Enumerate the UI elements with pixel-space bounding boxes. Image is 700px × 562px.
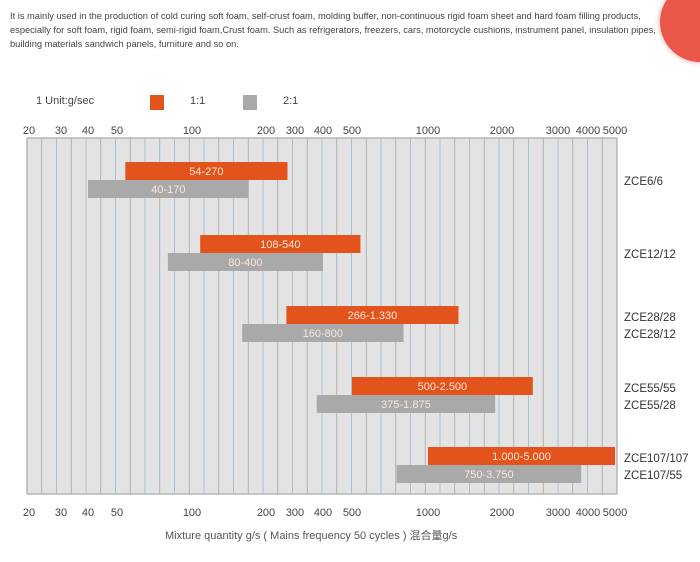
x-tick-label-bottom: 300	[286, 507, 304, 519]
range-bar-2-1	[167, 253, 323, 271]
model-label: ZCE55/28	[624, 400, 676, 412]
x-tick-label-bottom: 40	[82, 507, 94, 519]
x-tick-label-top: 3000	[546, 125, 570, 137]
model-label: ZCE12/12	[624, 249, 676, 261]
bar-value-label: 160-800	[303, 328, 343, 340]
legend-label-2-1: 2:1	[283, 95, 299, 107]
x-tick-label-top: 2000	[490, 125, 514, 137]
x-tick-label-top: 50	[111, 125, 123, 137]
x-tick-label-top: 200	[257, 125, 275, 137]
range-bar-1-1	[428, 447, 615, 465]
x-tick-label-top: 100	[183, 125, 201, 137]
x-tick-label-bottom: 50	[111, 507, 123, 519]
bar-value-label: 1.000-5.000	[492, 451, 551, 463]
x-tick-label-bottom: 200	[257, 507, 275, 519]
x-tick-label-top: 1000	[416, 125, 440, 137]
range-bar-2-1	[316, 395, 496, 413]
bar-value-label: 750-3.750	[464, 469, 514, 481]
x-tick-label-bottom: 100	[183, 507, 201, 519]
bar-value-label: 108-540	[260, 239, 300, 251]
x-tick-label-top: 20	[23, 125, 35, 137]
legend-swatch-1-1	[150, 95, 164, 110]
range-bar-1-1	[352, 377, 533, 395]
bar-value-label: 266-1.330	[348, 310, 398, 322]
x-tick-label-top: 40	[82, 125, 94, 137]
x-tick-label-top: 300	[286, 125, 304, 137]
x-tick-label-bottom: 500	[343, 507, 361, 519]
model-label: ZCE28/28	[624, 312, 676, 324]
unit-label: 1 Unit:g/sec	[36, 95, 95, 107]
range-bar-2-1	[396, 465, 582, 483]
legend-label-1-1: 1:1	[190, 95, 206, 107]
legend-swatch-2-1	[243, 95, 257, 110]
x-tick-label-bottom: 5000	[603, 507, 627, 519]
bar-value-label: 375-1.875	[381, 399, 431, 411]
model-label: ZCE107/55	[624, 470, 682, 482]
bar-value-label: 54-270	[189, 166, 223, 178]
intro-line: especially for soft foam, rigid foam, se…	[10, 25, 656, 35]
x-tick-label-bottom: 1000	[416, 507, 440, 519]
model-label: ZCE6/6	[624, 176, 663, 188]
bar-value-label: 500-2.500	[418, 381, 468, 393]
range-bar-1-1	[200, 235, 361, 253]
model-label: ZCE55/55	[624, 383, 676, 395]
range-bar-2-1	[88, 180, 249, 198]
x-tick-label-top: 500	[343, 125, 361, 137]
x-tick-label-top: 400	[314, 125, 332, 137]
x-tick-label-top: 30	[55, 125, 67, 137]
x-tick-label-top: 4000	[576, 125, 600, 137]
x-axis-title: Mixture quantity g/s ( Mains frequency 5…	[165, 530, 458, 542]
range-bar-1-1	[125, 162, 288, 180]
range-bar-2-1	[242, 324, 404, 342]
bar-value-label: 40-170	[151, 184, 185, 196]
bar-value-label: 80-400	[228, 257, 262, 269]
x-tick-label-bottom: 20	[23, 507, 35, 519]
x-tick-label-bottom: 30	[55, 507, 67, 519]
intro-line: building materials sandwich panels, furn…	[10, 39, 239, 49]
x-tick-label-top: 5000	[603, 125, 627, 137]
intro-text: It is mainly used in the production of c…	[10, 9, 690, 51]
x-tick-label-bottom: 2000	[490, 507, 514, 519]
model-label: ZCE28/12	[624, 329, 676, 341]
intro-line: It is mainly used in the production of c…	[10, 11, 641, 21]
range-bar-1-1	[286, 306, 459, 324]
x-tick-label-bottom: 3000	[546, 507, 570, 519]
model-label: ZCE107/107	[624, 453, 689, 465]
x-tick-label-bottom: 400	[314, 507, 332, 519]
x-tick-label-bottom: 4000	[576, 507, 600, 519]
